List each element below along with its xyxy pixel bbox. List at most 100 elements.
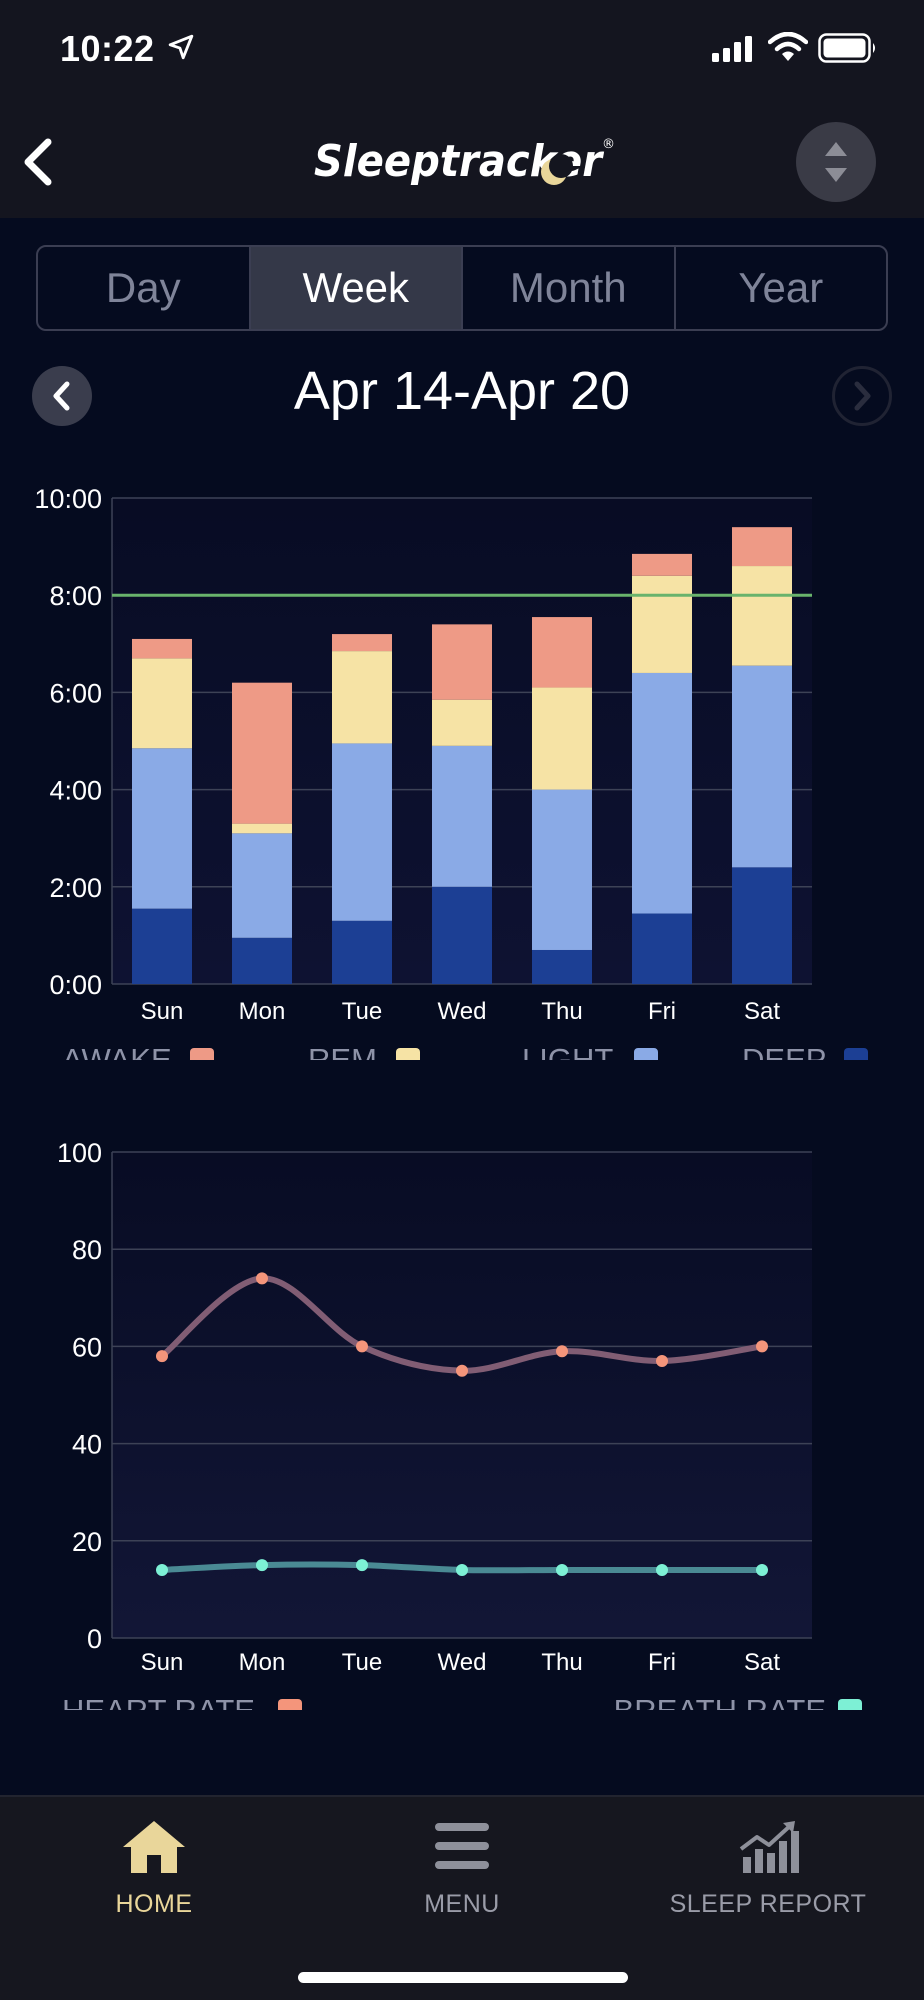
bar-light-wed: [432, 745, 492, 887]
chevron-left-icon: [53, 381, 70, 411]
vitals-rate-chart: 0 20 40 60 80 100 Sun Mon Tue Wed Thu Fri Sat HEART…: [57, 1138, 862, 1710]
y-tick-label: 40: [72, 1430, 102, 1460]
sleeptracker-logo: Sleeptracker ®: [314, 136, 614, 187]
home-indicator: [298, 1972, 628, 1983]
bar-deep-tue: [332, 920, 392, 984]
heart-rate-point-fri: [656, 1354, 668, 1367]
bar-rem-sat: [732, 566, 792, 666]
x-tick-label: Sun: [141, 998, 184, 1025]
legend-heart-rate: HEART RATE: [62, 1693, 255, 1710]
y-tick-label: 8:00: [49, 581, 102, 611]
bar-deep-thu: [532, 949, 592, 984]
bar-awake-sun: [132, 638, 192, 659]
breath-rate-point-sun: [156, 1563, 168, 1576]
legend-swatch-rem: [396, 1048, 420, 1060]
bar-awake-sat: [732, 527, 792, 567]
bar-rem-sun: [132, 658, 192, 749]
breath-rate-point-sat: [756, 1563, 768, 1576]
bar-awake-thu: [532, 617, 592, 688]
sleep-stages-chart: 0:00 2:00 4:00 6:00 8:00 10:00 Sun Mon Tue Wed Th…: [34, 484, 868, 1060]
y-tick-label: 60: [72, 1332, 102, 1362]
tab-day[interactable]: Day: [38, 247, 251, 329]
back-button[interactable]: [14, 130, 66, 194]
y-tick-label: 6:00: [49, 678, 102, 708]
date-range-title: Apr 14-Apr 20: [293, 361, 631, 421]
bar-rem-tue: [332, 651, 392, 744]
bar-awake-tue: [332, 634, 392, 652]
x-tick-label: Sun: [141, 1649, 184, 1676]
y-tick-label: 20: [72, 1527, 102, 1557]
vitals-chart-plot-area: [112, 1152, 812, 1638]
x-tick-label: Wed: [438, 1649, 487, 1676]
sleep-report-icon: [739, 1821, 799, 1873]
nav-menu[interactable]: MENU: [312, 1817, 612, 1927]
breath-rate-point-fri: [656, 1563, 668, 1576]
bar-awake-wed: [432, 624, 492, 700]
x-tick-label: Fri: [648, 998, 676, 1025]
tab-year[interactable]: Year: [738, 264, 824, 311]
bar-awake-mon: [232, 682, 292, 824]
breath-rate-point-wed: [456, 1563, 468, 1576]
bar-light-tue: [332, 743, 392, 921]
location-arrow-icon: [168, 34, 194, 60]
tab-week[interactable]: Week: [250, 247, 463, 329]
bar-deep-sat: [732, 867, 792, 984]
bar-rem-wed: [432, 699, 492, 746]
legend-swatch-awake: [190, 1048, 214, 1060]
x-tick-label: Tue: [342, 1649, 382, 1676]
x-tick-label: Fri: [648, 1649, 676, 1676]
x-tick-label: Mon: [239, 1649, 286, 1676]
x-tick-label: Thu: [541, 998, 582, 1025]
heart-rate-point-wed: [456, 1364, 468, 1377]
y-tick-label: 10:00: [34, 484, 102, 514]
bottom-tab-bar: HOME MENU SLEEP REPORT: [0, 1795, 924, 2000]
bar-rem-fri: [632, 575, 692, 673]
nav-home[interactable]: HOME: [4, 1817, 304, 1927]
legend-light: LIGHT: [522, 1042, 613, 1060]
bar-light-sun: [132, 748, 192, 909]
moon-icon: [541, 154, 573, 185]
y-tick-label: 100: [57, 1138, 102, 1168]
x-tick-label: Sat: [744, 998, 780, 1025]
x-tick-label: Tue: [342, 998, 382, 1025]
heart-rate-point-sun: [156, 1350, 168, 1363]
y-tick-label: 0: [87, 1624, 102, 1654]
previous-week-button[interactable]: [32, 366, 92, 426]
y-tick-label: 80: [72, 1235, 102, 1265]
nav-sleep-report-label: SLEEP REPORT: [669, 1890, 867, 1918]
breath-rate-point-mon: [256, 1559, 268, 1572]
sort-toggle-button[interactable]: [796, 122, 876, 202]
next-week-button[interactable]: [832, 366, 892, 426]
bar-light-mon: [232, 833, 292, 938]
tab-month[interactable]: Month: [463, 247, 676, 329]
heart-rate-point-thu: [556, 1345, 568, 1358]
y-tick-label: 0:00: [49, 970, 102, 1000]
x-tick-label: Wed: [438, 998, 487, 1025]
registered-mark: ®: [602, 137, 614, 152]
bar-light-sat: [732, 665, 792, 868]
bar-deep-sun: [132, 908, 192, 984]
app-header: Sleeptracker ®: [0, 100, 924, 218]
status-bar: 10:22: [0, 0, 924, 100]
legend-swatch-heart-rate: [278, 1699, 302, 1710]
cellular-signal-icon: [712, 36, 752, 62]
legend-awake: AWAKE: [62, 1042, 172, 1060]
heart-rate-point-tue: [356, 1340, 368, 1353]
legend-rem: REM: [308, 1042, 377, 1060]
breath-rate-point-thu: [556, 1563, 568, 1576]
x-tick-label: Mon: [239, 998, 286, 1025]
legend-breath-rate: BREATH RATE: [614, 1693, 826, 1710]
bar-awake-fri: [632, 553, 692, 576]
legend-swatch-breath-rate: [838, 1699, 862, 1710]
period-segmented-control: Day Week Month Year: [36, 245, 888, 331]
y-tick-label: 2:00: [49, 873, 102, 903]
wifi-icon: [768, 32, 808, 61]
bar-deep-wed: [432, 886, 492, 984]
heart-rate-point-sat: [756, 1340, 768, 1353]
legend-deep: DEEP: [742, 1042, 826, 1060]
bar-deep-fri: [632, 913, 692, 984]
nav-sleep-report[interactable]: SLEEP REPORT: [618, 1817, 918, 1927]
chevron-right-icon: [854, 381, 871, 411]
bar-rem-thu: [532, 687, 592, 790]
